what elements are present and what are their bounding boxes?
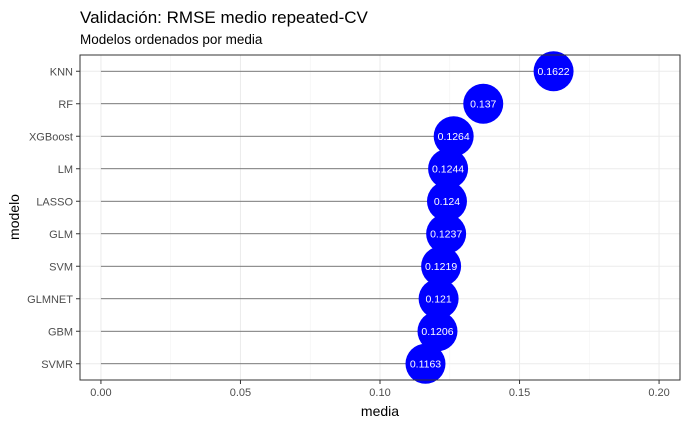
lollipop-points xyxy=(405,51,574,384)
lollipop-stems xyxy=(100,70,554,365)
data-point xyxy=(463,83,504,124)
value-label: 0.1244 xyxy=(432,164,464,176)
x-tick-label: 0.15 xyxy=(509,387,530,399)
data-point xyxy=(421,246,462,287)
x-axis-title: media xyxy=(361,403,399,419)
data-point xyxy=(405,343,446,384)
x-tick-label: 0.20 xyxy=(648,387,669,399)
value-labels: 0.1622 0.137 0.1264 0.1244 0.124 0.1237 0.1219… xyxy=(410,66,570,371)
chart-subtitle: Modelos ordenados por media xyxy=(80,32,263,47)
x-tick-label: 0.00 xyxy=(90,387,111,399)
value-label: 0.1163 xyxy=(410,359,441,371)
data-point xyxy=(426,181,467,222)
value-label: 0.121 xyxy=(425,294,451,306)
data-point xyxy=(417,311,458,352)
data-point xyxy=(433,116,474,157)
y-tick-label: SVM xyxy=(49,261,73,273)
y-tick-label: XGBoost xyxy=(29,131,73,143)
value-label: 0.1206 xyxy=(421,326,453,338)
y-axis: KNN RF XGBoost LM LASSO GLM SVM GLMNET GBM SVMR xyxy=(27,66,80,371)
value-label: 0.124 xyxy=(434,196,460,208)
y-axis-title: modelo xyxy=(6,194,22,240)
y-tick-label: KNN xyxy=(50,66,73,78)
y-tick-label: LM xyxy=(58,164,73,176)
x-tick-label: 0.10 xyxy=(369,387,390,399)
value-label: 0.1622 xyxy=(538,66,570,78)
y-tick-label: RF xyxy=(58,99,73,111)
value-label: 0.1264 xyxy=(438,131,470,143)
y-tick-label: SVMR xyxy=(41,359,73,371)
y-tick-label: GBM xyxy=(48,326,73,338)
y-tick-label: GLMNET xyxy=(27,294,73,306)
data-point xyxy=(428,148,469,189)
chart-title: Validación: RMSE medio repeated-CV xyxy=(80,8,369,27)
data-point xyxy=(426,213,467,254)
x-tick-label: 0.05 xyxy=(230,387,251,399)
data-point xyxy=(418,278,459,319)
value-label: 0.1219 xyxy=(425,261,457,273)
x-axis: 0.00 0.05 0.10 0.15 0.20 xyxy=(90,380,670,399)
y-tick-label: GLM xyxy=(49,229,73,241)
value-label: 0.137 xyxy=(470,99,496,111)
data-point xyxy=(533,51,574,92)
value-label: 0.1237 xyxy=(430,229,462,241)
y-tick-label: LASSO xyxy=(36,196,73,208)
